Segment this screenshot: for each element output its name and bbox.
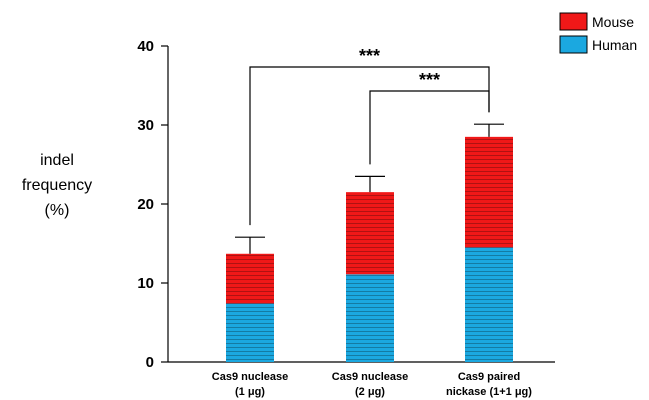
y-tick-label-40: 40 bbox=[137, 38, 154, 55]
significance-bracket-1 bbox=[249, 66, 490, 226]
y-axis-ticks: 0 10 20 30 40 bbox=[137, 38, 168, 371]
significance-group: *** *** bbox=[249, 46, 490, 226]
y-tick-label-30: 30 bbox=[137, 117, 154, 134]
significance-bracket-2 bbox=[369, 90, 490, 165]
legend: Mouse Human bbox=[559, 12, 637, 54]
bar-mouse-2-hatch bbox=[346, 192, 394, 275]
y-axis-label-line-3: (%) bbox=[45, 202, 70, 219]
y-tick-label-20: 20 bbox=[137, 196, 154, 213]
category-label-2-line-2: (2 μg) bbox=[355, 386, 385, 398]
category-label-1-line-2: (1 μg) bbox=[235, 386, 265, 398]
y-axis-label-line-1: indel bbox=[40, 152, 74, 169]
category-label-2-line-1: Cas9 nuclease bbox=[332, 371, 408, 383]
y-tick-label-0: 0 bbox=[146, 354, 154, 371]
error-bar-group bbox=[235, 123, 504, 254]
legend-label-human: Human bbox=[592, 37, 637, 53]
category-label-1-line-1: Cas9 nuclease bbox=[212, 371, 288, 383]
category-label-3-line-2: nickase (1+1 μg) bbox=[446, 386, 532, 398]
bar-human-3-hatch bbox=[465, 247, 513, 362]
bar-human-2-hatch bbox=[346, 274, 394, 362]
y-tick-label-10: 10 bbox=[137, 275, 154, 292]
significance-label-2: *** bbox=[419, 70, 440, 90]
bar-human-1-hatch bbox=[226, 303, 274, 362]
legend-swatch-human bbox=[559, 35, 588, 54]
legend-label-mouse: Mouse bbox=[592, 14, 634, 30]
y-axis-label-line-2: frequency bbox=[22, 177, 92, 194]
significance-label-1: *** bbox=[359, 46, 380, 66]
category-label-3-line-1: Cas9 paired bbox=[458, 371, 520, 383]
category-label-group: Cas9 nuclease (1 μg) Cas9 nuclease (2 μg) Ca… bbox=[212, 371, 533, 398]
bar-mouse-1-hatch bbox=[226, 253, 274, 304]
bar-mouse-3-hatch bbox=[465, 136, 513, 248]
legend-swatch-mouse bbox=[559, 12, 588, 31]
bar-group bbox=[226, 136, 513, 362]
